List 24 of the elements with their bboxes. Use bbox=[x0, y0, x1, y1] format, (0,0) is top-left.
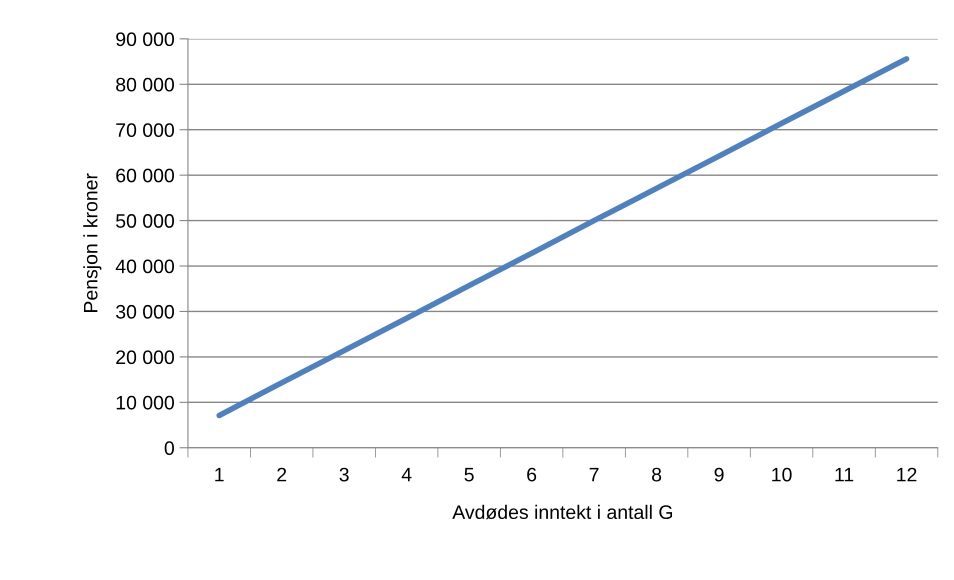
x-tick-label: 3 bbox=[339, 468, 349, 482]
x-tick-label: 7 bbox=[590, 468, 599, 482]
x-tick-label: 9 bbox=[714, 468, 724, 482]
y-tick-label: 40 000 bbox=[116, 259, 174, 274]
y-tick-label: 60 000 bbox=[116, 168, 174, 182]
x-tick-label: 4 bbox=[402, 468, 412, 482]
y-tick-label: 50 000 bbox=[116, 214, 174, 228]
x-tick-label: 12 bbox=[897, 468, 916, 482]
y-tick-label: 70 000 bbox=[116, 123, 174, 137]
x-tick-label: 11 bbox=[835, 468, 854, 482]
y-tick-label: 20 000 bbox=[116, 350, 174, 364]
y-axis-title: Pensjon i kroner bbox=[83, 173, 102, 312]
x-tick-label: 6 bbox=[527, 468, 536, 482]
x-tick-label: 2 bbox=[277, 468, 286, 482]
x-tick-label: 10 bbox=[772, 468, 792, 482]
y-tick-label: 0 bbox=[164, 441, 174, 455]
y-tick-label: 90 000 bbox=[116, 32, 174, 46]
x-axis-title: Avdødes inntekt i antall G bbox=[452, 504, 672, 520]
x-tick-label: 5 bbox=[464, 468, 474, 482]
x-tick-label: 8 bbox=[652, 468, 662, 482]
x-tick-label: 1 bbox=[215, 468, 224, 482]
y-tick-label: 10 000 bbox=[116, 396, 174, 410]
y-tick-label: 80 000 bbox=[116, 78, 174, 92]
y-tick-label: 30 000 bbox=[116, 304, 174, 319]
